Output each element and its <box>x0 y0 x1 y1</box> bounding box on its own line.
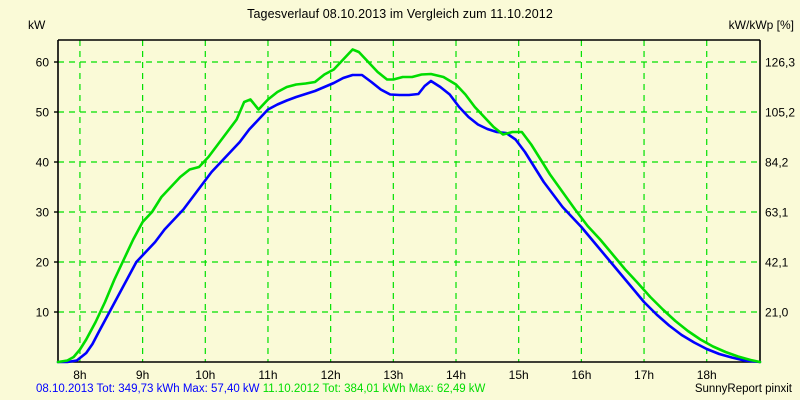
xtick-label-13h: 13h <box>383 368 403 382</box>
xtick-label-11h: 11h <box>258 368 277 382</box>
xtick-label-17h: 17h <box>634 368 654 382</box>
data-series-group <box>56 48 762 364</box>
series-line-a <box>56 73 762 364</box>
xtick-label-10h: 10h <box>195 368 215 382</box>
ytick-label-40: 40 <box>36 156 50 170</box>
plot-background <box>58 40 760 362</box>
xtick-label-16h: 16h <box>571 368 591 382</box>
grid-lines <box>58 40 760 362</box>
ytick-label-60: 60 <box>36 56 50 70</box>
xtick-label-15h: 15h <box>509 368 529 382</box>
xtick-label-18h: 18h <box>697 368 717 382</box>
y2tick-label-5: 126,3 <box>765 55 795 69</box>
xtick-label-12h: 12h <box>321 368 341 382</box>
plot-frame <box>54 39 761 363</box>
legend-item-series-a: 08.10.2013 Tot: 349,73 kWh Max: 57,40 kW <box>36 383 260 395</box>
ytick-label-30: 30 <box>36 206 50 220</box>
y2tick-label-1: 42,1 <box>765 255 789 269</box>
y2tick-label-3: 84,2 <box>765 155 789 169</box>
y2tick-label-4: 105,2 <box>765 106 795 120</box>
left-axis-unit-label: kW <box>28 18 46 32</box>
ytick-label-50: 50 <box>36 106 50 120</box>
xtick-label-9h: 9h <box>136 368 149 382</box>
legend-item-series-b: 11.10.2012 Tot: 384,01 kWh Max: 62,49 kW <box>262 383 486 395</box>
page-title: Tagesverlauf 08.10.2013 im Vergleich zum… <box>247 7 553 21</box>
y2tick-label-2: 63,1 <box>765 206 789 220</box>
y2tick-label-0: 21,0 <box>765 306 789 320</box>
axis-tick-labels: 10 20 30 40 50 60 21,0 42,1 63,1 84,2 105,2 126,3 8h… <box>36 55 796 382</box>
watermark-label: SunnyReport pinxit <box>694 383 792 395</box>
series-line-b <box>56 48 762 364</box>
right-axis-unit-label: kW/kWp [%] <box>728 18 794 32</box>
ytick-label-10: 10 <box>36 306 50 320</box>
xtick-label-14h: 14h <box>446 368 466 382</box>
ytick-label-20: 20 <box>36 256 50 270</box>
xtick-label-8h: 8h <box>73 368 86 382</box>
legend: 08.10.2013 Tot: 349,73 kWh Max: 57,40 kW… <box>36 383 485 395</box>
